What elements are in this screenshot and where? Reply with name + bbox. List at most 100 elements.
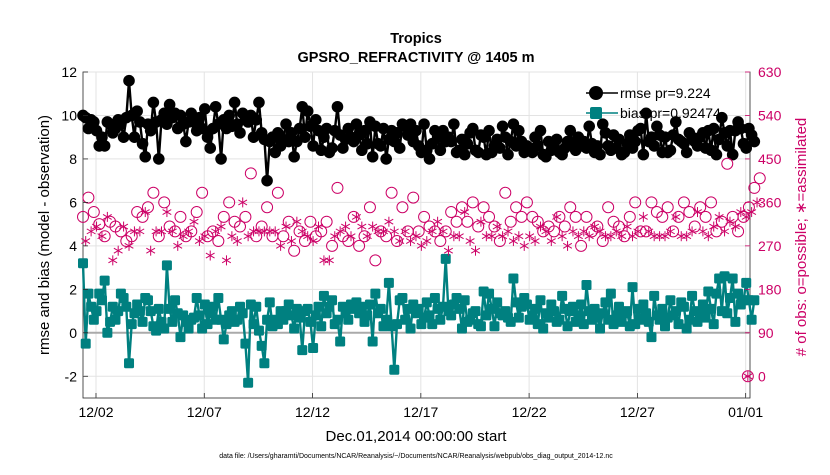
x-tick-label: 01/01 bbox=[728, 404, 763, 420]
asterisk-stroke bbox=[476, 218, 486, 225]
left-y-axis-ticks: -2 0 2 4 6 8 10 12 bbox=[61, 64, 88, 384]
rmse-point bbox=[740, 142, 753, 154]
rmse-point bbox=[350, 118, 363, 130]
possible-obs-point bbox=[147, 186, 160, 199]
assimilated-obs-point bbox=[232, 236, 242, 247]
bias-point bbox=[291, 303, 302, 314]
rmse-point bbox=[458, 148, 471, 161]
possible-obs-point bbox=[488, 220, 501, 233]
bias-point bbox=[605, 288, 616, 299]
rmse-point bbox=[670, 116, 682, 128]
y-left-tick-label: 8 bbox=[69, 151, 77, 167]
possible-obs-point bbox=[185, 225, 198, 238]
rmse-point bbox=[199, 103, 211, 115]
rmse-point bbox=[634, 122, 647, 135]
assimilated-obs-point bbox=[183, 226, 194, 237]
asterisk-stroke bbox=[183, 228, 194, 235]
assimilated-obs-point bbox=[216, 221, 226, 232]
asterisk-stroke bbox=[281, 223, 291, 230]
bias-point bbox=[484, 288, 495, 299]
possible-obs-point bbox=[558, 220, 571, 233]
bias-point bbox=[413, 303, 424, 314]
asterisk-stroke bbox=[86, 228, 96, 235]
possible-obs-point bbox=[656, 210, 669, 223]
assimilated-obs-point bbox=[741, 211, 751, 222]
rmse-point bbox=[410, 124, 422, 137]
bias-point bbox=[221, 319, 232, 330]
assimilated-obs-point bbox=[156, 226, 167, 237]
possible-obs-point bbox=[293, 225, 306, 238]
y-right-tick-label: 90 bbox=[758, 325, 774, 341]
bias-point bbox=[151, 325, 162, 336]
assimilated-obs-point bbox=[146, 245, 156, 256]
y-right-tick-label: 360 bbox=[758, 194, 782, 210]
rmse-point bbox=[496, 120, 509, 133]
possible-obs-point bbox=[114, 225, 127, 238]
rmse-point bbox=[253, 96, 265, 109]
assimilated-obs-point bbox=[124, 240, 134, 251]
possible-obs-point bbox=[77, 210, 89, 223]
bias-point bbox=[335, 336, 346, 347]
bias-point bbox=[567, 301, 578, 312]
assimilated-obs-point bbox=[503, 226, 513, 237]
asterisk-stroke bbox=[346, 233, 356, 240]
bias-point bbox=[681, 323, 692, 334]
rmse-point bbox=[531, 140, 544, 152]
possible-obs-point bbox=[250, 230, 263, 243]
asterisk-stroke bbox=[617, 233, 627, 240]
possible-obs-point bbox=[564, 201, 577, 214]
rmse-point bbox=[707, 122, 720, 135]
possible-obs-point bbox=[661, 201, 674, 214]
asterisk-stroke bbox=[671, 213, 681, 220]
x-axis-ticks: 12/02 12/07 12/12 12/17 12/22 12/27 01/01 bbox=[78, 393, 763, 420]
bias-point bbox=[513, 312, 524, 323]
possible-obs-point bbox=[174, 210, 187, 223]
assimilated-obs-point bbox=[714, 211, 724, 222]
bias-point bbox=[746, 314, 757, 325]
possible-obs-point bbox=[667, 225, 680, 238]
bias-point bbox=[102, 327, 113, 338]
assimilated-obs-point bbox=[692, 207, 703, 218]
asterisk-stroke bbox=[232, 238, 242, 244]
assimilated-obs-point bbox=[86, 226, 96, 237]
assimilated-obs-point bbox=[465, 236, 475, 247]
assimilated-obs-point bbox=[351, 211, 361, 222]
assimilated-obs-point bbox=[389, 226, 399, 237]
bias-point bbox=[595, 323, 606, 334]
y-left-tick-label: 4 bbox=[69, 238, 77, 254]
bias-point bbox=[278, 314, 289, 325]
possible-obs-point bbox=[634, 225, 647, 238]
bias-point bbox=[313, 301, 324, 312]
bias-point bbox=[145, 306, 156, 317]
bias-point bbox=[78, 258, 88, 269]
bias-point bbox=[113, 306, 124, 317]
rmse-point bbox=[550, 133, 563, 146]
x-tick-label: 12/17 bbox=[403, 404, 438, 420]
y-right-tick-label: 270 bbox=[758, 238, 782, 254]
y-axis-label-left: rmse and bias (model - observation) bbox=[36, 115, 53, 355]
assimilated-obs-point bbox=[454, 231, 464, 242]
possible-obs-point bbox=[391, 235, 404, 248]
possible-obs-point bbox=[326, 239, 339, 252]
asterisk-stroke bbox=[498, 233, 508, 240]
asterisk-stroke bbox=[552, 213, 562, 220]
assimilated-obs-point bbox=[200, 231, 210, 242]
asterisk-stroke bbox=[205, 252, 215, 259]
possible-obs-point bbox=[520, 196, 533, 209]
asterisk-stroke bbox=[557, 233, 567, 240]
rmse-point bbox=[637, 148, 650, 161]
bias-point bbox=[475, 321, 486, 332]
bias-point bbox=[367, 336, 378, 347]
possible-obs-point bbox=[531, 215, 544, 228]
bias-point bbox=[749, 295, 760, 306]
bias-point bbox=[492, 297, 503, 308]
legend: rmse pr=9.224 bias pr=0.92474 bbox=[586, 85, 721, 121]
bias-point bbox=[264, 297, 275, 308]
rmse-point bbox=[483, 124, 495, 137]
asterisk-stroke bbox=[156, 228, 167, 235]
possible-obs-point bbox=[477, 201, 490, 214]
possible-obs-point bbox=[645, 196, 658, 209]
asterisk-stroke bbox=[487, 233, 497, 240]
chart-title: Tropics bbox=[390, 31, 442, 47]
